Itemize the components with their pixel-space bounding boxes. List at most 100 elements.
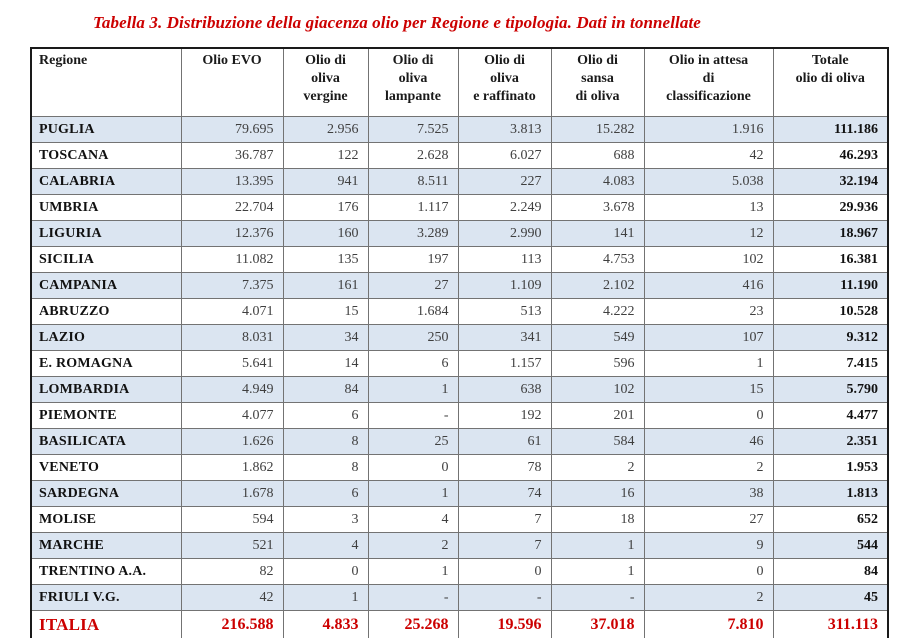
value-cell: 594	[180, 506, 284, 533]
value-cell: 107	[643, 324, 774, 351]
value-cell: 1	[643, 350, 774, 377]
region-cell-molise: MOLISE	[30, 506, 182, 533]
value-cell: 22.704	[180, 194, 284, 221]
value-cell: 4.077	[180, 402, 284, 429]
table-row: ABRUZZO 4.071 15 1.684 513 4.222 23 10.528	[30, 298, 889, 325]
table-row: PIEMONTE 4.077 6-192 201 0 4.477	[30, 402, 889, 429]
column-header-olio-oliva-lampante: Olio di oliva lampante	[367, 47, 459, 117]
total-value-cell: 84	[772, 558, 889, 585]
total-value-cell: 652	[772, 506, 889, 533]
total-value-cell: 111.186	[772, 116, 889, 143]
value-cell: 23	[643, 298, 774, 325]
total-value-cell: 4.477	[772, 402, 889, 429]
header-row: Regione Olio EVO Olio di oliva vergine O…	[30, 47, 889, 117]
value-cell: 7	[457, 506, 552, 533]
region-cell-marche: MARCHE	[30, 532, 182, 559]
total-value-cell: 1.813	[772, 480, 889, 507]
table-row: LOMBARDIA 4.949 84 1 638 102 15 5.790	[30, 376, 889, 403]
value-cell: 13	[643, 194, 774, 221]
region-cell-abruzzo: ABRUZZO	[30, 298, 182, 325]
table-row: CAMPANIA 7.375 161 27 1.109 2.102 416 11.190	[30, 272, 889, 299]
value-cell: 19.596	[457, 610, 552, 638]
region-cell-umbria: UMBRIA	[30, 194, 182, 221]
total-value-cell: 311.113	[772, 610, 889, 638]
total-row: ITALIA 216.588 4.833 25.268 19.596 37.018 7.81…	[30, 610, 889, 638]
table-row: TRENTINO A.A. 82 0 1 0 1 0 84	[30, 558, 889, 585]
table-body: PUGLIA 79.695 2.956 7.525 3.813 15.282 1.916 11…	[30, 116, 889, 638]
value-cell: 1.626	[180, 428, 284, 455]
value-cell: 4.083	[550, 168, 645, 195]
value-cell: 521	[180, 532, 284, 559]
value-cell: 941	[282, 168, 369, 195]
value-cell: 0	[643, 402, 774, 429]
value-cell: 38	[643, 480, 774, 507]
value-cell: 584	[550, 428, 645, 455]
value-cell: 1	[282, 584, 369, 611]
value-cell: 2.956	[282, 116, 369, 143]
value-cell: 2	[643, 454, 774, 481]
value-cell: 3	[282, 506, 369, 533]
value-cell: 7	[457, 532, 552, 559]
value-cell: 15.282	[550, 116, 645, 143]
column-header-olio-sansa: Olio di sansa di oliva	[550, 47, 645, 117]
region-cell-basilicata: BASILICATA	[30, 428, 182, 455]
total-value-cell: 18.967	[772, 220, 889, 247]
value-cell: 42	[643, 142, 774, 169]
value-cell: 102	[550, 376, 645, 403]
total-value-cell: 45	[772, 584, 889, 611]
value-cell: 34	[282, 324, 369, 351]
giacenza-olio-table: Regione Olio EVO Olio di oliva vergine O…	[30, 47, 889, 638]
value-cell: 14	[282, 350, 369, 377]
region-cell-piemonte: PIEMONTE	[30, 402, 182, 429]
value-cell: 27	[367, 272, 459, 299]
value-cell: 7.810	[643, 610, 774, 638]
region-cell-lazio: LAZIO	[30, 324, 182, 351]
value-cell: 549	[550, 324, 645, 351]
value-cell: -	[550, 584, 645, 611]
value-cell: 84	[282, 376, 369, 403]
value-cell: 1	[367, 376, 459, 403]
total-value-cell: 544	[772, 532, 889, 559]
value-cell: 13.395	[180, 168, 284, 195]
value-cell: 2.102	[550, 272, 645, 299]
value-cell: 1.117	[367, 194, 459, 221]
column-header-regione: Regione	[30, 47, 182, 117]
value-cell: 4.071	[180, 298, 284, 325]
value-cell: 1.684	[367, 298, 459, 325]
value-cell: 176	[282, 194, 369, 221]
region-cell-toscana: TOSCANA	[30, 142, 182, 169]
value-cell: 1.678	[180, 480, 284, 507]
region-cell-italia: ITALIA	[30, 610, 182, 638]
value-cell: 638	[457, 376, 552, 403]
region-cell-veneto: VENETO	[30, 454, 182, 481]
table-row: E. ROMAGNA 5.641 14 6 1.157 596 1 7.415	[30, 350, 889, 377]
value-cell: 2	[550, 454, 645, 481]
value-cell: 113	[457, 246, 552, 273]
table-row: LIGURIA 12.376 160 3.289 2.990 141 12 18.967	[30, 220, 889, 247]
column-header-olio-attesa-classificazione: Olio in attesa di classificazione	[643, 47, 774, 117]
table-row: PUGLIA 79.695 2.956 7.525 3.813 15.282 1.916 11…	[30, 116, 889, 143]
value-cell: 161	[282, 272, 369, 299]
value-cell: 2.628	[367, 142, 459, 169]
value-cell: 7.375	[180, 272, 284, 299]
value-cell: 4.753	[550, 246, 645, 273]
value-cell: 1	[550, 558, 645, 585]
table-row: SARDEGNA 1.678 6 1 74 16 38 1.813	[30, 480, 889, 507]
value-cell: -	[367, 402, 459, 429]
value-cell: 0	[367, 454, 459, 481]
value-cell: 2	[643, 584, 774, 611]
value-cell: 37.018	[550, 610, 645, 638]
value-cell: 0	[643, 558, 774, 585]
value-cell: 197	[367, 246, 459, 273]
value-cell: 160	[282, 220, 369, 247]
value-cell: 6	[282, 480, 369, 507]
value-cell: 141	[550, 220, 645, 247]
value-cell: 4	[282, 532, 369, 559]
total-value-cell: 29.936	[772, 194, 889, 221]
column-header-olio-oliva-vergine: Olio di oliva vergine	[282, 47, 369, 117]
value-cell: 216.588	[180, 610, 284, 638]
table-row: CALABRIA 13.395 941 8.511 227 4.083 5.038 32.19…	[30, 168, 889, 195]
value-cell: 1	[550, 532, 645, 559]
value-cell: 1.916	[643, 116, 774, 143]
value-cell: 18	[550, 506, 645, 533]
